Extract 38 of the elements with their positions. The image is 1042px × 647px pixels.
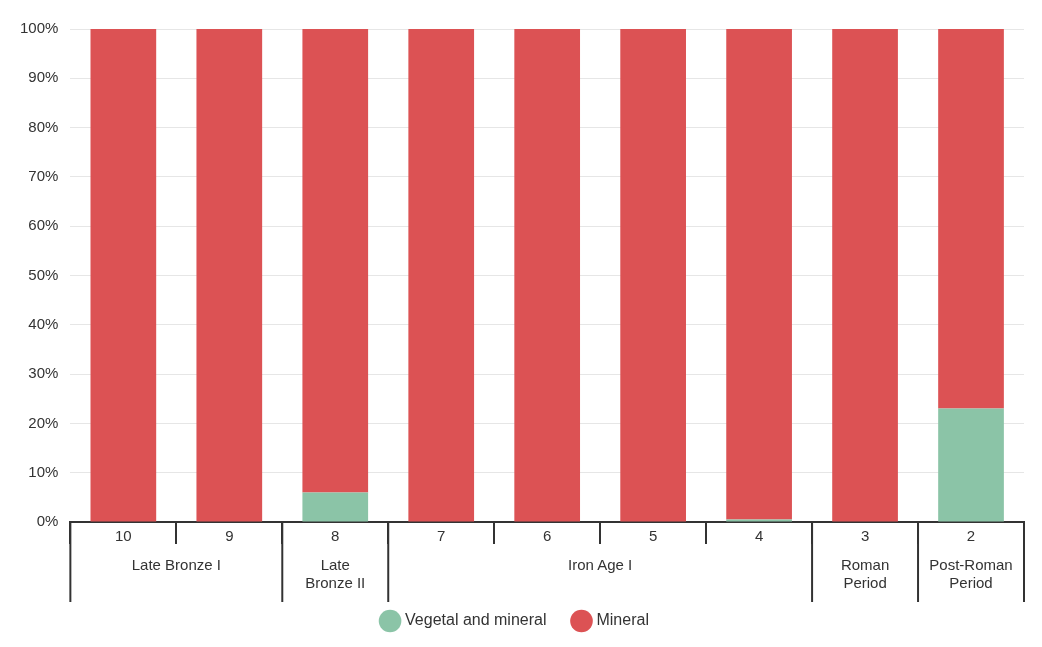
legend-label: Vegetal and mineral — [405, 611, 547, 629]
x-tick-label: 3 — [860, 527, 870, 545]
y-tick-label: 60% — [28, 216, 59, 234]
x-tick-label: 10 — [115, 527, 132, 545]
bar — [938, 29, 1004, 409]
x-tick-label: 4 — [754, 527, 764, 545]
y-tick-label: 70% — [28, 167, 59, 185]
x-tick-label: 6 — [543, 527, 552, 545]
x-tick-label: 5 — [648, 527, 658, 545]
bar — [302, 492, 369, 522]
y-tick-label: 100% — [19, 19, 59, 37]
x-tick-label: 7 — [437, 527, 446, 545]
x-tick-label: 2 — [966, 527, 976, 545]
bar — [302, 29, 369, 493]
y-tick-label: 20% — [28, 413, 59, 431]
bar — [726, 29, 792, 520]
bar — [938, 408, 1004, 522]
y-tick-label: 30% — [28, 364, 59, 382]
y-tick-label: 10% — [28, 462, 59, 480]
text: Roman Period — [840, 555, 890, 591]
text: Late Bronze II — [305, 555, 366, 591]
text: Post-Roman Period — [929, 555, 1013, 591]
x-tick-label: 9 — [225, 527, 234, 545]
bar — [832, 29, 898, 522]
y-tick-label: 50% — [28, 265, 59, 283]
y-tick-label: 0% — [36, 512, 59, 530]
text: Late Bronze I — [131, 555, 221, 573]
y-tick-label: 40% — [28, 314, 59, 332]
y-tick-label: 80% — [28, 117, 59, 135]
text: Iron Age I — [568, 555, 633, 573]
legend-label: Mineral — [596, 611, 649, 629]
bar — [196, 29, 263, 522]
bar — [408, 29, 475, 522]
bar — [90, 29, 157, 522]
bar — [620, 29, 686, 522]
y-tick-label: 90% — [28, 68, 59, 86]
bar — [514, 29, 581, 522]
x-tick-label: 8 — [331, 527, 340, 545]
